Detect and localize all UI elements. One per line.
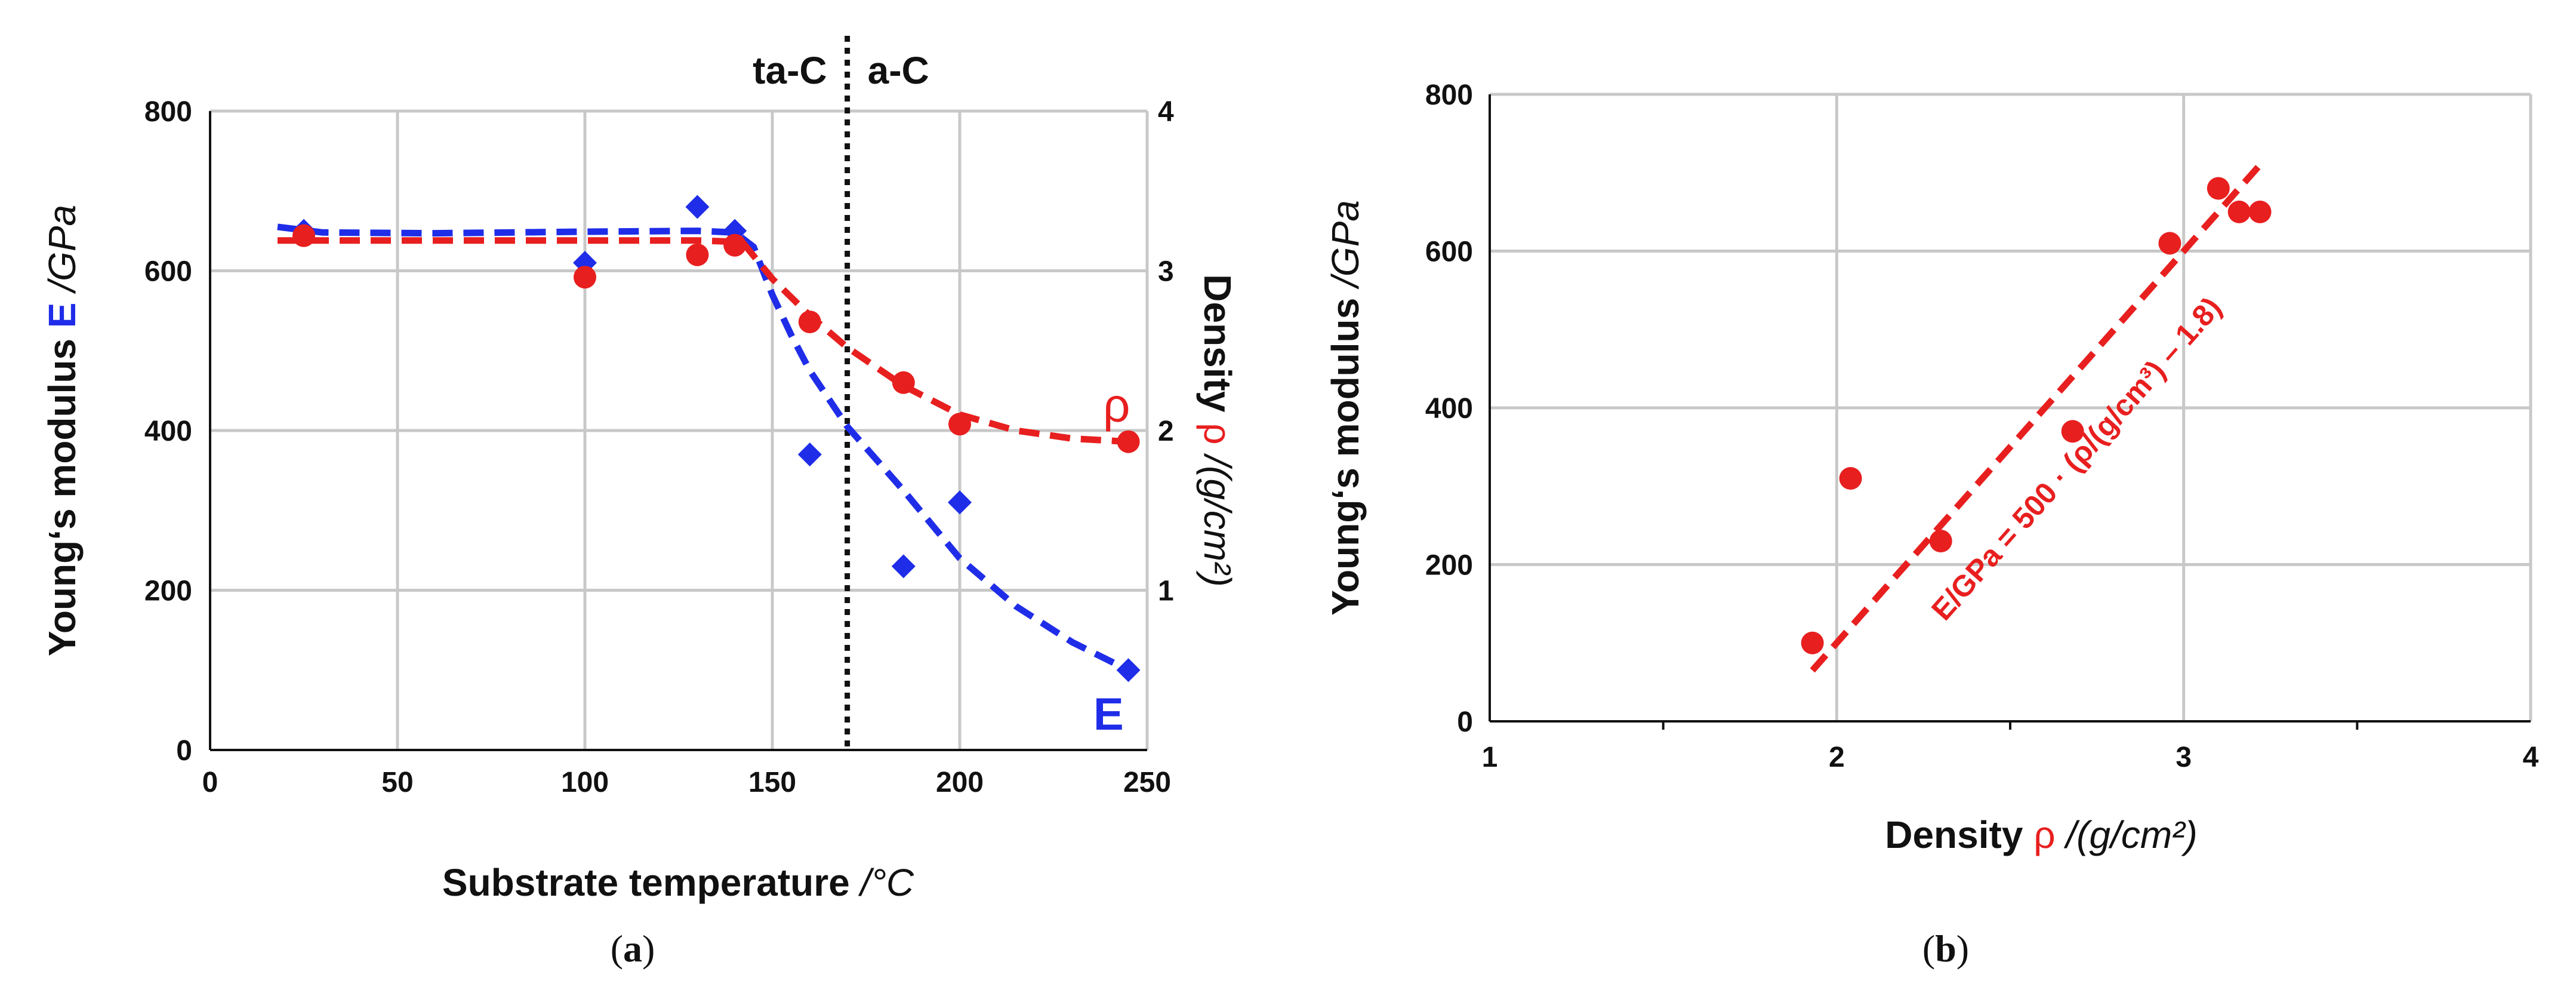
data-point-circle [686,243,709,266]
chart-b-x-ticks: 1 2 3 4 [1482,721,2539,773]
data-point-circle [2207,177,2230,200]
chart-b-x-axis-label: Density ρ /(g/cm²) [1885,813,2198,856]
chart-a-y-left-title: Young‘s modulus [41,328,84,656]
chart-b-y-tick-label: 200 [1425,550,1473,582]
chart-b-x-tick-label: 4 [2523,742,2539,773]
chart-a-y-left-unit: /GPa [41,205,84,303]
panel-a-caption-letter: a [623,927,642,970]
chart-b-y-axis-unit: /GPa [1324,200,1367,298]
region-label-ta-c: ta-C [753,49,827,92]
panel-b-caption-close: ) [1956,927,1969,970]
data-point-diamond [1116,658,1141,683]
chart-b-y-tick-label: 600 [1425,236,1473,268]
panel-b-caption: (b) [1922,927,1969,970]
panel-a-caption-open: ( [611,927,623,970]
chart-b-y-ticks: 0 200 400 600 800 [1425,79,1473,738]
series-label-rho: ρ [1103,379,1130,432]
chart-a-x-axis-title: Substrate temperature [442,861,850,904]
chart-b-x-tick-label: 2 [1829,742,1845,773]
chart-a-x-ticks: 0 50 100 150 200 250 [202,767,1171,798]
chart-b-x-tick-label: 3 [2176,742,2192,773]
data-point-circle [723,233,747,257]
chart-a-x-axis-unit: /°C [850,861,914,904]
panel-a-caption-close: ) [642,927,655,970]
chart-a-x-tick-label: 50 [381,767,413,798]
panel-a-caption: (a) [611,927,655,970]
chart-a-gridlines [210,109,1149,750]
chart-a-y-tick-label-left: 600 [144,256,192,288]
data-point-circle [574,266,596,289]
chart-a-x-tick-label: 200 [936,767,984,798]
series-E [277,195,1141,683]
chart-a-x-tick-label: 250 [1123,767,1171,798]
fit-line [277,223,1130,674]
series-label-E: E [1093,689,1124,740]
chart-a-y-axis-label-right: Density ρ /(g/cm²) [1196,274,1239,587]
chart-a-y-right-unit: /(g/cm²) [1196,445,1239,587]
chart-b-y-tick-label: 800 [1425,79,1473,111]
chart-b-x-axis-title: Density [1885,813,2033,856]
fit-line [1810,162,2263,673]
data-point-circle [2158,232,2181,255]
chart-a-y-tick-label-left: 800 [144,96,192,128]
chart-a-y-ticks-left: 0 200 400 600 800 [144,96,192,767]
data-point-circle [2227,200,2251,223]
chart-a-x-tick-label: 150 [748,767,796,798]
chart-a-y-tick-label-left: 0 [176,735,192,767]
data-point-circle [1929,530,1952,553]
panel-b-caption-letter: b [1935,927,1956,970]
chart-a-series [277,195,1141,683]
series-density-modulus [1801,162,2272,673]
data-point-diamond [948,490,972,515]
chart-b-y-tick-label: 400 [1425,393,1473,425]
chart-a-y-left-E: E [41,303,84,328]
chart-b-x-axis-rho: ρ [2033,813,2055,856]
data-point-circle [948,413,971,436]
data-point-circle [892,371,915,394]
chart-a-y-tick-label-right: 3 [1158,256,1174,288]
series-rho [278,224,1140,453]
data-point-circle [2248,200,2272,223]
data-point-diamond [891,554,916,579]
chart-a-y-tick-label-right: 2 [1158,416,1174,447]
chart-b-gridlines [1490,93,2532,721]
chart-b-y-tick-label: 0 [1457,706,1473,738]
chart-a-y-tick-label-right: 1 [1158,576,1174,607]
chart-a-y-right-title: Density [1196,274,1239,423]
region-label-a-c: a-C [868,49,929,92]
data-point-circle [2061,420,2084,443]
chart-a-y-right-rho: ρ [1196,423,1239,444]
data-point-circle [798,311,821,334]
data-point-circle [1117,430,1140,453]
chart-a-y-axis-label-left: Young‘s modulus E /GPa [41,205,84,656]
chart-a-x-tick-label: 100 [561,767,609,798]
panel-b-caption-open: ( [1922,927,1935,970]
data-point-circle [1801,631,1824,654]
chart-b-y-axis-label: Young‘s modulus /GPa [1324,200,1367,616]
chart-a-x-tick-label: 0 [202,767,218,798]
chart-b-series [1801,162,2272,673]
chart-a-x-axis-label: Substrate temperature /°C [442,861,914,904]
chart-a-y-tick-label-left: 400 [144,416,192,447]
chart-a-y-tick-label-left: 200 [144,576,192,607]
data-point-circle [1839,467,1862,490]
chart-b-y-axis-title: Young‘s modulus [1324,298,1367,616]
chart-b-x-tick-label: 1 [1482,742,1498,773]
data-point-diamond [685,195,710,219]
data-point-diamond [797,442,822,467]
chart-a-y-tick-label-right: 4 [1158,96,1174,128]
data-point-circle [292,224,315,247]
chart-b-x-axis-unit: /(g/cm²) [2056,813,2198,856]
chart-a-y-ticks-right: 1 2 3 4 [1158,96,1174,607]
